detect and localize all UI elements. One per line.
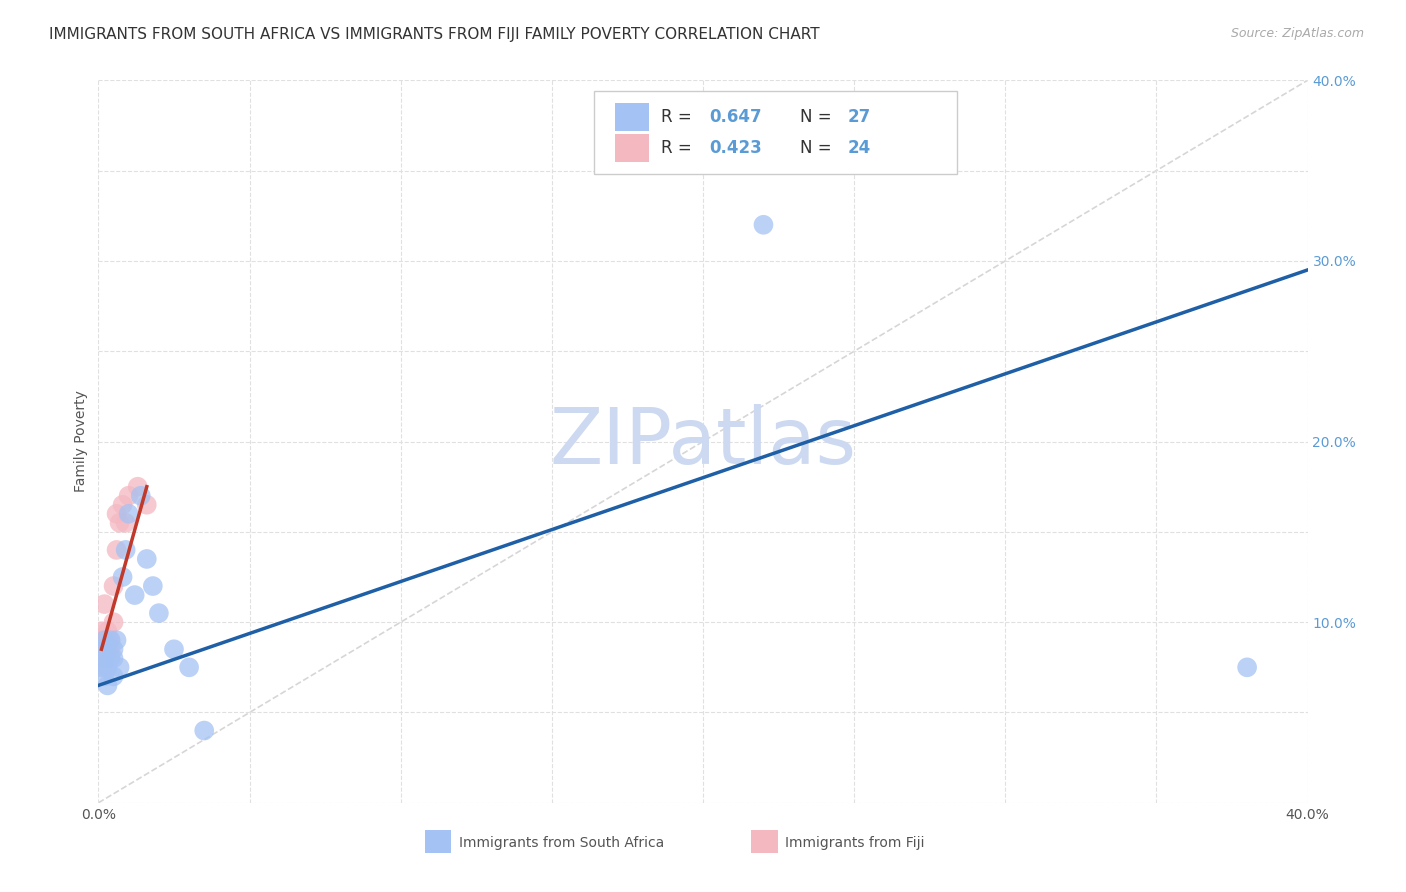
Point — [163, 642, 186, 657]
Point — [90, 624, 112, 639]
Point — [90, 633, 112, 648]
Point — [93, 633, 115, 648]
Bar — [614, 103, 648, 131]
Point — [135, 498, 157, 512]
Point — [179, 660, 201, 674]
Point — [96, 633, 118, 648]
Text: ZIPatlas: ZIPatlas — [550, 403, 856, 480]
Point — [96, 660, 118, 674]
Point — [111, 498, 134, 512]
Point — [118, 489, 141, 503]
Text: Immigrants from Fiji: Immigrants from Fiji — [785, 836, 925, 849]
Text: IMMIGRANTS FROM SOUTH AFRICA VS IMMIGRANTS FROM FIJI FAMILY POVERTY CORRELATION : IMMIGRANTS FROM SOUTH AFRICA VS IMMIGRAN… — [49, 27, 820, 42]
Point — [96, 624, 118, 639]
Point — [93, 669, 115, 683]
FancyBboxPatch shape — [595, 91, 957, 174]
Text: 0.647: 0.647 — [709, 108, 762, 126]
Point — [100, 633, 122, 648]
Point — [124, 588, 146, 602]
Point — [96, 642, 118, 657]
Point — [105, 542, 128, 557]
Point — [96, 678, 118, 692]
Point — [93, 597, 115, 611]
Point — [114, 542, 136, 557]
Point — [90, 642, 112, 657]
Bar — [425, 830, 451, 854]
Point — [103, 642, 125, 657]
Text: N =: N = — [800, 139, 837, 157]
Bar — [614, 135, 648, 162]
Point — [100, 642, 122, 657]
Text: 27: 27 — [848, 108, 872, 126]
Point — [105, 507, 128, 521]
Point — [93, 651, 115, 665]
Point — [148, 606, 170, 620]
Point — [135, 552, 157, 566]
Point — [103, 579, 125, 593]
Point — [142, 579, 165, 593]
Point — [103, 615, 125, 630]
Point — [93, 633, 115, 648]
Point — [103, 651, 125, 665]
Point — [96, 651, 118, 665]
Point — [103, 669, 125, 683]
Point — [108, 660, 131, 674]
Text: R =: R = — [661, 108, 697, 126]
Point — [100, 633, 122, 648]
Point — [90, 642, 112, 657]
Text: Immigrants from South Africa: Immigrants from South Africa — [458, 836, 664, 849]
Point — [1236, 660, 1258, 674]
Point — [193, 723, 215, 738]
Point — [129, 489, 152, 503]
Point — [100, 651, 122, 665]
Point — [90, 660, 112, 674]
Point — [108, 516, 131, 530]
Text: 0.423: 0.423 — [709, 139, 762, 157]
Point — [105, 633, 128, 648]
Point — [93, 651, 115, 665]
Point — [752, 218, 775, 232]
Text: Source: ZipAtlas.com: Source: ZipAtlas.com — [1230, 27, 1364, 40]
Point — [93, 660, 115, 674]
Text: 24: 24 — [848, 139, 872, 157]
Text: R =: R = — [661, 139, 697, 157]
Point — [118, 507, 141, 521]
Point — [127, 480, 149, 494]
Text: N =: N = — [800, 108, 837, 126]
Point — [114, 516, 136, 530]
Bar — [751, 830, 778, 854]
Point — [111, 570, 134, 584]
Point — [90, 651, 112, 665]
Y-axis label: Family Poverty: Family Poverty — [75, 391, 89, 492]
